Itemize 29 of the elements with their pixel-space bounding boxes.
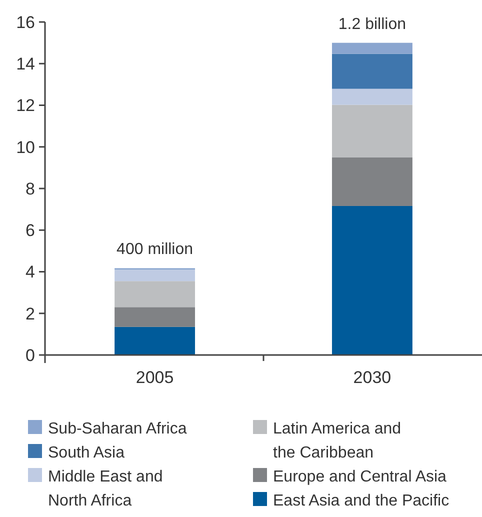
x-tick-label: 2030 <box>353 368 392 387</box>
legend-label: Latin America and the Caribbean <box>273 420 402 462</box>
bar <box>332 206 412 355</box>
y-tick-label: 10 <box>16 138 35 157</box>
x-tick-label: 2005 <box>136 368 174 387</box>
bar <box>332 42 412 54</box>
bar <box>332 54 412 89</box>
bar <box>114 270 196 282</box>
bar <box>114 281 196 308</box>
legend-label: Middle East and North Africa <box>48 468 163 510</box>
bar <box>114 326 196 355</box>
y-tick-label: 6 <box>26 221 35 240</box>
y-tick-label: 0 <box>26 346 35 365</box>
legend-label: South Asia <box>48 444 125 462</box>
y-tick-label: 4 <box>26 262 35 282</box>
bar <box>114 307 196 327</box>
bar <box>332 104 412 158</box>
y-tick-label: 16 <box>16 12 35 32</box>
legend-label: Europe and Central Asia <box>273 468 447 486</box>
y-tick-label: 2 <box>26 304 35 324</box>
y-tick-label: 12 <box>16 96 35 116</box>
y-tick-label: 8 <box>26 179 35 198</box>
legend-label: East Asia and the Pacific <box>273 492 450 510</box>
bar <box>332 157 412 206</box>
y-tick-label: 14 <box>16 54 35 74</box>
bar <box>332 88 412 105</box>
annotation: 1.2 billion <box>338 16 406 33</box>
annotation: 400 million <box>116 241 194 258</box>
legend-label: Sub-Saharan Africa <box>48 420 187 438</box>
